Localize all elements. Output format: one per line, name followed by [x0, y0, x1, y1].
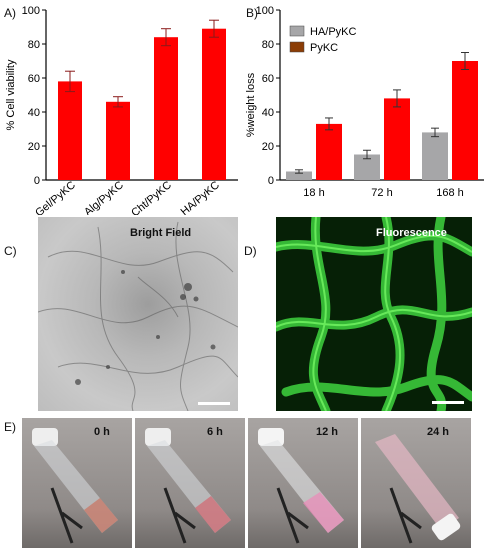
bar-ha-pykc — [286, 171, 312, 180]
panel-c-label: C) — [4, 244, 17, 258]
y-tick-label: 20 — [28, 141, 40, 153]
bar-pykc — [452, 61, 478, 180]
fluorescence-caption: Fluorescence — [376, 227, 447, 239]
x-tick-label: 168 h — [436, 187, 464, 199]
time-label-12h: 12 h — [316, 426, 339, 438]
legend-swatch — [289, 25, 305, 37]
bright-field-image: Bright Field — [38, 217, 238, 411]
panel-d-label: D) — [244, 244, 257, 258]
y-tick-label: 60 — [28, 73, 40, 85]
y-tick-label: 40 — [262, 107, 274, 119]
x-tick-label: 72 h — [371, 187, 392, 199]
time-label-6h: 6 h — [207, 426, 223, 438]
legend-label: HA/PyKC — [310, 26, 357, 38]
x-tick-label: 18 h — [303, 187, 324, 199]
scale-bar-d — [432, 401, 464, 404]
panel-a-label: A) — [4, 6, 16, 20]
x-tick-label: Alg/PyKC — [82, 179, 126, 215]
vial-photo-0h: 0 h — [22, 418, 132, 548]
bright-field-caption: Bright Field — [130, 227, 192, 239]
vial-photo-12h: 12 h — [248, 418, 358, 548]
y-tick-label: 20 — [262, 141, 274, 153]
vial-photo-6h: 6 h — [135, 418, 245, 548]
y-tick-label: 0 — [34, 175, 40, 187]
y-tick-label: 80 — [262, 39, 274, 51]
y-axis-title: % Cell viability — [5, 59, 17, 130]
y-tick-label: 0 — [268, 175, 274, 187]
x-tick-label: Cht/PyKC — [129, 179, 174, 215]
y-axis-title: %weight loss — [246, 72, 257, 137]
panel-e-label: E) — [4, 420, 16, 434]
x-tick-label: HA/PyKC — [179, 179, 222, 215]
panel-b-label: B) — [246, 6, 258, 20]
time-label-0h: 0 h — [94, 426, 110, 438]
bar — [202, 28, 226, 181]
bar — [154, 37, 178, 181]
fluorescence-image: Fluorescence — [276, 217, 472, 411]
y-tick-label: 80 — [28, 39, 40, 51]
bar — [106, 101, 130, 180]
time-label-24h: 24 h — [427, 426, 450, 438]
y-tick-label: 100 — [256, 5, 274, 17]
bar-pykc — [384, 98, 410, 180]
y-tick-label: 40 — [28, 107, 40, 119]
scale-bar-c — [198, 402, 230, 405]
bar — [58, 81, 82, 180]
vial-photo-24h: 24 h — [361, 418, 471, 548]
y-tick-label: 60 — [262, 73, 274, 85]
legend-swatch — [289, 41, 305, 53]
y-tick-label: 100 — [22, 5, 40, 17]
weight-loss-chart: 0 20 40 60 80 100 %weight loss 18 h 72 h 168 h HA/… — [246, 5, 484, 199]
bar-ha-pykc — [422, 132, 448, 180]
legend-label: PyKC — [310, 42, 338, 54]
bar-pykc — [316, 123, 342, 180]
